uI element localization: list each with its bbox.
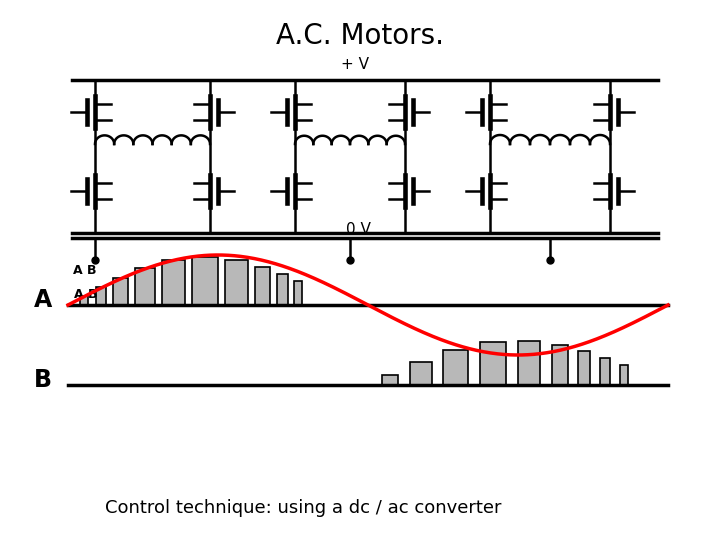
Bar (135, 268, 155, 305)
Bar (443, 350, 468, 385)
Text: + V: + V (341, 57, 369, 72)
Bar (162, 260, 185, 305)
Bar (552, 345, 568, 385)
Text: Control technique: using a dc / ac converter: Control technique: using a dc / ac conve… (105, 499, 502, 517)
Bar (225, 260, 248, 305)
Bar (382, 375, 398, 385)
Bar (255, 267, 270, 305)
Bar (600, 358, 610, 385)
Bar (277, 274, 288, 305)
Bar (518, 341, 540, 385)
Bar (480, 342, 506, 385)
Bar (192, 257, 218, 305)
Bar (294, 281, 302, 305)
Text: 0 V: 0 V (346, 221, 370, 237)
Text: A B: A B (73, 264, 96, 277)
Text: A B: A B (74, 288, 97, 301)
Bar (578, 351, 590, 385)
Bar (410, 362, 432, 385)
Text: A: A (34, 288, 52, 312)
Text: B: B (34, 368, 52, 392)
Text: A.C. Motors.: A.C. Motors. (276, 22, 444, 50)
Bar (80, 296, 88, 305)
Bar (620, 366, 628, 385)
Bar (96, 287, 106, 305)
Bar (113, 278, 128, 305)
